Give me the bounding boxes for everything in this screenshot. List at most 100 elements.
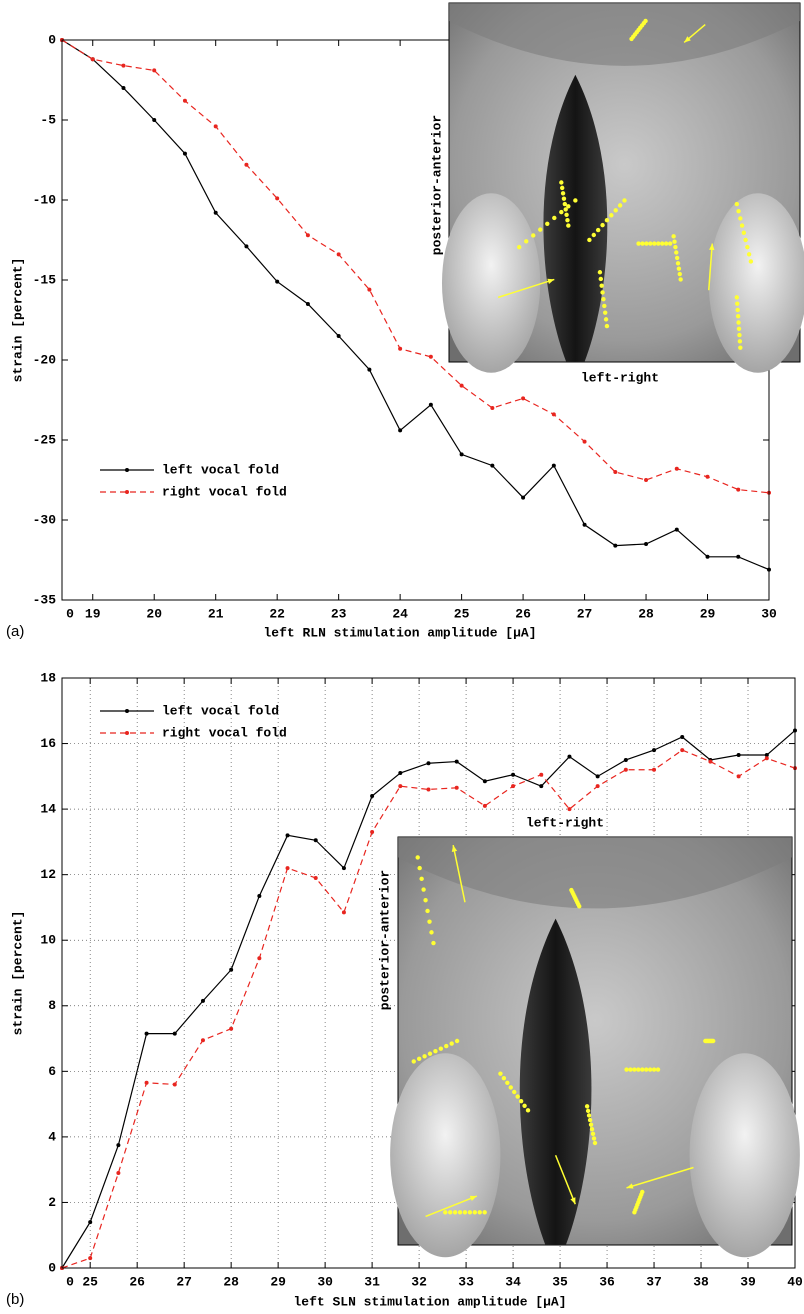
data-point — [121, 63, 126, 68]
data-point — [200, 1038, 205, 1043]
inset-tracking-dot — [525, 1108, 531, 1113]
data-point — [152, 118, 157, 122]
inset-tracking-dot — [587, 1117, 593, 1123]
data-point — [116, 1143, 121, 1148]
inset-tracking-dot — [422, 1054, 427, 1059]
y-tick-label: -30 — [33, 512, 57, 527]
inset-tracking-dot — [617, 203, 623, 208]
x-axis-label: left RLN stimulation amplitude [μA] — [263, 625, 536, 640]
x-tick-label: 37 — [646, 1274, 662, 1289]
inset-tracking-dot — [577, 904, 582, 909]
inset-tracking-dot — [676, 266, 682, 271]
inset-tracking-dot — [671, 234, 676, 239]
inset-tracking-dot — [462, 1210, 468, 1215]
data-point — [511, 772, 516, 777]
inset-tracking-dot — [743, 237, 748, 243]
data-point — [582, 522, 587, 527]
y-tick-label: 16 — [40, 736, 56, 751]
data-point — [313, 838, 318, 843]
inset-tracking-dot — [748, 259, 754, 264]
x-tick-label: 38 — [693, 1274, 709, 1289]
data-point — [313, 875, 318, 880]
data-point — [398, 428, 403, 433]
legend-marker — [125, 490, 129, 494]
y-tick-label: 4 — [48, 1129, 56, 1144]
inset-tracking-dot — [454, 1038, 460, 1044]
inset-tracking-dot — [449, 1041, 454, 1046]
data-point — [172, 1031, 177, 1036]
inset-tracking-dot — [429, 930, 434, 935]
inset-tracking-dot — [564, 212, 569, 218]
inset-photo-lobe — [689, 1053, 800, 1258]
plot-frame — [61, 677, 796, 1269]
inset-tracking-dot — [438, 1046, 444, 1051]
data-point — [285, 866, 290, 871]
data-point — [613, 470, 618, 474]
inset-x-label: left-right — [581, 370, 659, 385]
x-tick-label: 21 — [208, 606, 224, 621]
y-tick-label: 0 — [48, 32, 56, 47]
inset-tracking-dot — [482, 1210, 487, 1215]
data-point — [539, 772, 544, 777]
inset-tracking-dot — [505, 1080, 510, 1086]
data-point — [370, 830, 375, 835]
inset-tracking-dot — [592, 1140, 598, 1146]
data-point — [172, 1082, 177, 1087]
inset-tracking-dot — [427, 919, 432, 924]
data-point — [482, 779, 487, 784]
inset-tracking-dot — [655, 1067, 661, 1072]
inset-tracking-dot — [417, 865, 422, 871]
inset-tracking-dot — [565, 217, 570, 223]
y-tick-label: 0 — [48, 1260, 56, 1275]
inset-tracking-dot — [538, 227, 543, 232]
inset-arrow-head — [547, 278, 555, 284]
inset-tracking-dot — [586, 1113, 592, 1118]
data-point — [182, 98, 187, 103]
y-tick-label: -15 — [33, 272, 57, 287]
inset-y-label: posterior-anterior — [429, 115, 444, 255]
data-point — [367, 287, 372, 292]
data-point — [652, 748, 657, 753]
inset-tracking-dot — [600, 290, 605, 295]
data-point — [341, 910, 346, 915]
inset-tracking-dot — [622, 198, 627, 203]
data-point — [305, 302, 310, 306]
inset-tracking-dot — [628, 1067, 633, 1072]
data-point — [454, 785, 459, 790]
data-point — [426, 787, 431, 792]
inset-tracking-dot — [711, 1038, 716, 1044]
x-tick-label: 20 — [146, 606, 162, 621]
data-point — [88, 1220, 93, 1225]
data-point — [257, 893, 262, 898]
data-point — [213, 210, 218, 215]
inset-tracking-dot — [444, 1043, 449, 1049]
data-point — [511, 784, 516, 789]
data-point — [229, 1026, 234, 1031]
inset-y-label: posterior-anterior — [377, 870, 392, 1010]
inset-tracking-dot — [599, 283, 604, 288]
inset-tracking-dot — [419, 876, 424, 882]
data-point — [398, 771, 403, 776]
inset-arrow-head — [709, 243, 715, 251]
inset-photo-glottis — [543, 74, 608, 363]
inset-tracking-dot — [512, 1089, 517, 1095]
x-tick-label: 26 — [515, 606, 531, 621]
x-tick-label: 30 — [761, 606, 777, 621]
inset-tracking-dot — [675, 261, 681, 266]
data-point — [370, 794, 375, 798]
data-point — [736, 774, 741, 779]
inset-tracking-dot — [652, 241, 657, 246]
data-point — [595, 784, 600, 789]
y-tick-label: -20 — [33, 352, 57, 367]
inset-arrow-head — [626, 1183, 634, 1189]
data-point — [426, 761, 431, 766]
inset-tracking-dot — [560, 191, 566, 196]
x-tick-label: 28 — [223, 1274, 239, 1289]
inset-arrow — [626, 1166, 694, 1189]
inset-tracking-dot — [640, 1189, 645, 1195]
inset-tracking-dot — [584, 1104, 590, 1109]
data-point — [152, 68, 157, 73]
inset-arrow-head — [684, 36, 691, 43]
inset-tracking-dot — [590, 1131, 596, 1137]
x-tick-label: 31 — [364, 1274, 380, 1289]
